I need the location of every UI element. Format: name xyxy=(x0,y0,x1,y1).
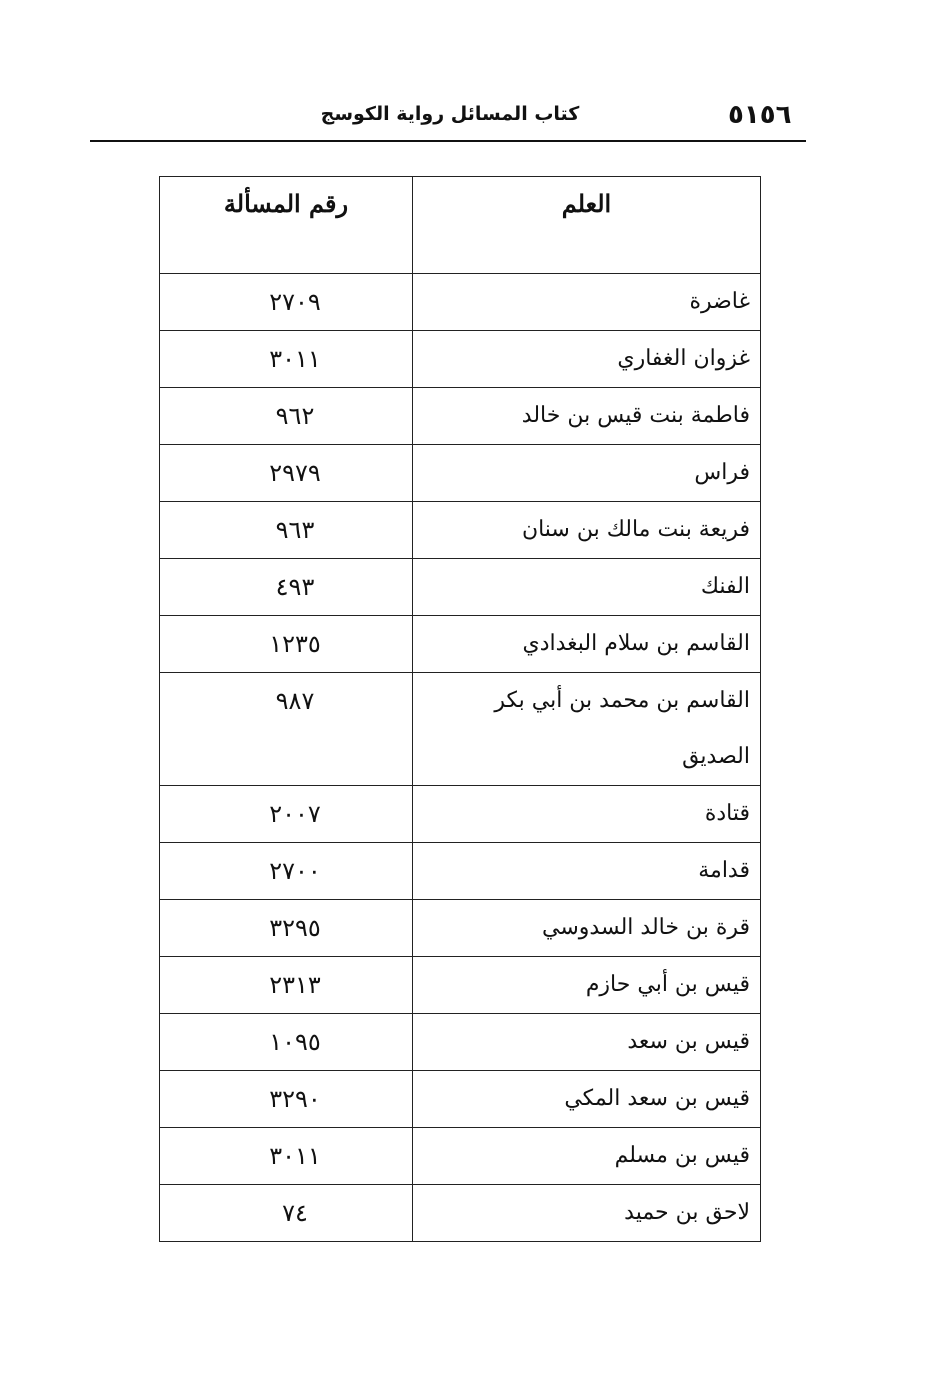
number-cell: ٣٠١١ xyxy=(159,1127,413,1185)
table-row: فراس ٢٩٧٩ xyxy=(159,444,761,502)
number-cell: ٣٠١١ xyxy=(159,330,413,388)
table-row: قيس بن سعد المكي ٣٢٩٠ xyxy=(159,1070,761,1128)
table-row: فريعة بنت مالك بن سنان ٩٦٣ xyxy=(159,501,761,559)
number-cell: ٤٩٣ xyxy=(159,558,413,616)
name-cell: قيس بن أبي حازم xyxy=(412,956,761,1014)
page-number: ٥١٥٦ xyxy=(728,100,792,130)
number-cell: ٢٧٠٩ xyxy=(159,273,413,331)
name-cell: قيس بن سعد المكي xyxy=(412,1070,761,1128)
number-cell: ٩٦٣ xyxy=(159,501,413,559)
number-cell: ١٢٣٥ xyxy=(159,615,413,673)
header-rule xyxy=(90,140,806,142)
table-row: قيس بن مسلم ٣٠١١ xyxy=(159,1127,761,1185)
table-row: غزوان الغفاري ٣٠١١ xyxy=(159,330,761,388)
table-row: القاسم بن سلام البغدادي ١٢٣٥ xyxy=(159,615,761,673)
column-header-name: العلم xyxy=(412,176,761,274)
number-cell: ٣٢٩٥ xyxy=(159,899,413,957)
name-cell: قدامة xyxy=(412,842,761,900)
name-cell: غاضرة xyxy=(412,273,761,331)
table-row: فاطمة بنت قيس بن خالد ٩٦٢ xyxy=(159,387,761,445)
table-row: قرة بن خالد السدوسي ٣٢٩٥ xyxy=(159,899,761,957)
name-cell: فريعة بنت مالك بن سنان xyxy=(412,501,761,559)
name-cell: فراس xyxy=(412,444,761,502)
number-cell: ٧٤ xyxy=(159,1184,413,1242)
name-cell: قرة بن خالد السدوسي xyxy=(412,899,761,957)
table-row: الفنك ٤٩٣ xyxy=(159,558,761,616)
number-cell: ٢٩٧٩ xyxy=(159,444,413,502)
number-cell: ٢٧٠٠ xyxy=(159,842,413,900)
table-header-row: العلم رقم المسألة xyxy=(159,176,761,274)
table-row: قيس بن أبي حازم ٢٣١٣ xyxy=(159,956,761,1014)
running-title: كتاب المسائل رواية الكوسج xyxy=(320,103,580,125)
name-cell: فاطمة بنت قيس بن خالد xyxy=(412,387,761,445)
name-cell: قيس بن سعد xyxy=(412,1013,761,1071)
table-row: قتادة ٢٠٠٧ xyxy=(159,785,761,843)
column-header-number: رقم المسألة xyxy=(159,176,413,274)
number-cell: ٩٨٧ xyxy=(159,672,413,786)
name-cell: غزوان الغفاري xyxy=(412,330,761,388)
table-row: لاحق بن حميد ٧٤ xyxy=(159,1184,761,1242)
table-row: غاضرة ٢٧٠٩ xyxy=(159,273,761,331)
number-cell: ٩٦٢ xyxy=(159,387,413,445)
name-cell: الفنك xyxy=(412,558,761,616)
number-cell: ٢٣١٣ xyxy=(159,956,413,1014)
name-cell: لاحق بن حميد xyxy=(412,1184,761,1242)
table-row: قدامة ٢٧٠٠ xyxy=(159,842,761,900)
table-row: قيس بن سعد ١٠٩٥ xyxy=(159,1013,761,1071)
name-cell: القاسم بن سلام البغدادي xyxy=(412,615,761,673)
name-cell: قيس بن مسلم xyxy=(412,1127,761,1185)
number-cell: ٢٠٠٧ xyxy=(159,785,413,843)
name-cell: القاسم بن محمد بن أبي بكر الصديق xyxy=(412,672,761,786)
number-cell: ٣٢٩٠ xyxy=(159,1070,413,1128)
index-table: العلم رقم المسألة غاضرة ٢٧٠٩ غزوان الغفاري… xyxy=(159,176,761,1242)
number-cell: ١٠٩٥ xyxy=(159,1013,413,1071)
table-row: القاسم بن محمد بن أبي بكر الصديق ٩٨٧ xyxy=(159,672,761,786)
name-cell: قتادة xyxy=(412,785,761,843)
